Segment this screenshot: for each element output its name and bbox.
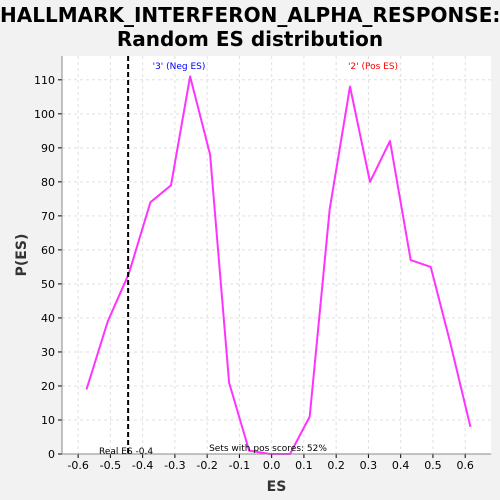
y-tick-label: 0 — [48, 448, 55, 461]
x-tick-label: 0.4 — [392, 459, 410, 472]
x-tick-label: -0.4 — [132, 459, 153, 472]
y-tick-label: 20 — [41, 380, 55, 393]
chart-title: HALLMARK_INTERFERON_ALPHA_RESPONSE: — [0, 3, 500, 27]
grid — [62, 56, 491, 455]
x-tick-label: 0.0 — [263, 459, 281, 472]
y-tick-label: 80 — [41, 176, 55, 189]
real-es-label: Real ES -0.4 — [99, 447, 153, 457]
y-axis-title: P(ES) — [14, 234, 30, 277]
x-tick-label: 0.1 — [295, 459, 313, 472]
y-tick-label: 90 — [41, 142, 55, 155]
x-tick-label: -0.2 — [196, 459, 217, 472]
x-tick-label: -0.1 — [229, 459, 250, 472]
plot-background — [62, 56, 491, 454]
y-tick-label: 30 — [41, 346, 55, 359]
x-tick-label: 0.2 — [327, 459, 345, 472]
x-tick-label: 0.5 — [424, 459, 442, 472]
x-tick-label: 0.3 — [360, 459, 378, 472]
neg-es-label: '3' (Neg ES) — [153, 62, 206, 72]
y-tick-label: 50 — [41, 278, 55, 291]
y-tick-label: 10 — [41, 414, 55, 427]
x-tick-label: -0.3 — [164, 459, 185, 472]
y-tick-label: 60 — [41, 244, 55, 257]
x-axis-title: ES — [267, 479, 287, 495]
x-tick-label: -0.6 — [67, 459, 88, 472]
y-tick-label: 40 — [41, 312, 55, 325]
x-tick-label: -0.5 — [100, 459, 121, 472]
axes: -0.6 -0.5 -0.4 -0.3 -0.2 -0.1 0.0 0.1 0.2 0.3 0.4 0… — [34, 56, 491, 472]
sets-pos-label: Sets with pos scores: 52% — [209, 444, 327, 454]
x-tick-label: 0.6 — [456, 459, 474, 472]
pos-es-label: '2' (Pos ES) — [348, 62, 398, 72]
chart-subtitle: Random ES distribution — [116, 27, 384, 51]
y-tick-label: 70 — [41, 210, 55, 223]
y-tick-label: 100 — [34, 108, 55, 121]
y-tick-label: 110 — [34, 74, 55, 87]
